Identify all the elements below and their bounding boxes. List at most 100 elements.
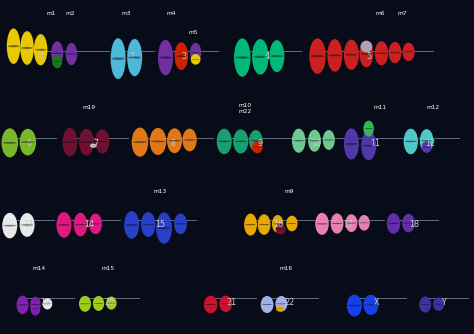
Ellipse shape bbox=[258, 214, 271, 235]
Ellipse shape bbox=[66, 43, 77, 65]
Text: 4: 4 bbox=[264, 51, 270, 60]
Ellipse shape bbox=[191, 59, 200, 60]
Ellipse shape bbox=[107, 303, 116, 304]
Ellipse shape bbox=[403, 222, 414, 224]
Text: 14: 14 bbox=[84, 220, 94, 229]
Ellipse shape bbox=[157, 227, 171, 229]
Ellipse shape bbox=[345, 54, 358, 56]
Text: m16: m16 bbox=[279, 266, 292, 271]
Ellipse shape bbox=[359, 222, 369, 223]
Ellipse shape bbox=[361, 131, 376, 160]
Text: 5: 5 bbox=[366, 51, 371, 60]
Ellipse shape bbox=[95, 129, 109, 154]
Ellipse shape bbox=[219, 296, 232, 312]
Ellipse shape bbox=[271, 55, 283, 57]
Ellipse shape bbox=[35, 49, 46, 51]
Ellipse shape bbox=[158, 40, 173, 75]
Ellipse shape bbox=[273, 223, 283, 224]
Ellipse shape bbox=[17, 296, 28, 314]
Text: 9: 9 bbox=[258, 139, 263, 148]
Text: 15: 15 bbox=[155, 220, 165, 229]
Ellipse shape bbox=[404, 129, 418, 154]
Ellipse shape bbox=[151, 141, 165, 142]
Ellipse shape bbox=[57, 224, 70, 226]
Ellipse shape bbox=[90, 144, 97, 148]
Ellipse shape bbox=[365, 304, 377, 306]
Ellipse shape bbox=[159, 56, 172, 59]
Ellipse shape bbox=[43, 298, 52, 310]
Text: 13: 13 bbox=[24, 220, 34, 229]
Ellipse shape bbox=[244, 213, 257, 235]
Text: 3: 3 bbox=[182, 51, 187, 60]
Ellipse shape bbox=[292, 129, 305, 153]
Ellipse shape bbox=[390, 52, 401, 53]
Ellipse shape bbox=[205, 304, 217, 305]
Ellipse shape bbox=[272, 215, 283, 233]
Ellipse shape bbox=[345, 143, 358, 145]
Ellipse shape bbox=[80, 141, 93, 143]
Ellipse shape bbox=[175, 55, 187, 57]
Ellipse shape bbox=[182, 129, 197, 151]
Ellipse shape bbox=[316, 223, 328, 224]
Ellipse shape bbox=[293, 140, 304, 141]
Text: m7: m7 bbox=[398, 11, 407, 16]
Text: 8: 8 bbox=[171, 139, 175, 148]
Text: 11: 11 bbox=[370, 139, 380, 148]
Ellipse shape bbox=[141, 212, 155, 237]
Ellipse shape bbox=[7, 28, 20, 64]
Ellipse shape bbox=[20, 31, 34, 65]
Ellipse shape bbox=[52, 52, 62, 54]
Text: 2: 2 bbox=[129, 51, 134, 60]
Ellipse shape bbox=[276, 224, 285, 234]
Text: m12: m12 bbox=[426, 105, 439, 110]
Ellipse shape bbox=[191, 52, 201, 53]
Ellipse shape bbox=[347, 295, 362, 317]
Ellipse shape bbox=[150, 128, 166, 155]
Ellipse shape bbox=[79, 129, 94, 155]
Ellipse shape bbox=[167, 128, 182, 153]
Ellipse shape bbox=[90, 223, 101, 224]
Text: 6: 6 bbox=[26, 139, 31, 148]
Ellipse shape bbox=[3, 225, 16, 226]
Text: m5: m5 bbox=[189, 30, 198, 35]
Ellipse shape bbox=[75, 224, 86, 225]
Ellipse shape bbox=[403, 51, 414, 52]
Text: 1: 1 bbox=[39, 51, 44, 60]
Text: X: X bbox=[374, 299, 379, 308]
Ellipse shape bbox=[387, 213, 400, 234]
Text: 17: 17 bbox=[343, 220, 354, 229]
Ellipse shape bbox=[128, 56, 141, 59]
Ellipse shape bbox=[233, 129, 248, 154]
Ellipse shape bbox=[18, 304, 27, 305]
Ellipse shape bbox=[374, 41, 388, 65]
Ellipse shape bbox=[52, 55, 62, 68]
Ellipse shape bbox=[361, 53, 372, 55]
Text: m4: m4 bbox=[167, 11, 176, 16]
Ellipse shape bbox=[21, 47, 33, 49]
Ellipse shape bbox=[124, 211, 139, 239]
Ellipse shape bbox=[420, 304, 430, 305]
Ellipse shape bbox=[183, 139, 196, 141]
Ellipse shape bbox=[364, 295, 378, 315]
Ellipse shape bbox=[421, 140, 432, 141]
Ellipse shape bbox=[106, 297, 117, 310]
Ellipse shape bbox=[364, 121, 374, 137]
Ellipse shape bbox=[433, 297, 444, 311]
Ellipse shape bbox=[174, 42, 188, 70]
Text: m3: m3 bbox=[122, 11, 131, 16]
Text: 16: 16 bbox=[273, 220, 283, 229]
Ellipse shape bbox=[31, 308, 39, 309]
Ellipse shape bbox=[89, 213, 102, 234]
Text: Y: Y bbox=[441, 299, 447, 308]
Ellipse shape bbox=[30, 302, 40, 316]
Ellipse shape bbox=[53, 61, 61, 62]
Ellipse shape bbox=[420, 129, 433, 152]
Ellipse shape bbox=[174, 213, 187, 234]
Ellipse shape bbox=[402, 43, 415, 61]
Ellipse shape bbox=[112, 57, 125, 60]
Ellipse shape bbox=[328, 54, 341, 56]
Ellipse shape bbox=[389, 42, 401, 63]
Text: 21: 21 bbox=[226, 299, 236, 308]
Ellipse shape bbox=[220, 303, 231, 304]
Text: 12: 12 bbox=[425, 139, 436, 148]
